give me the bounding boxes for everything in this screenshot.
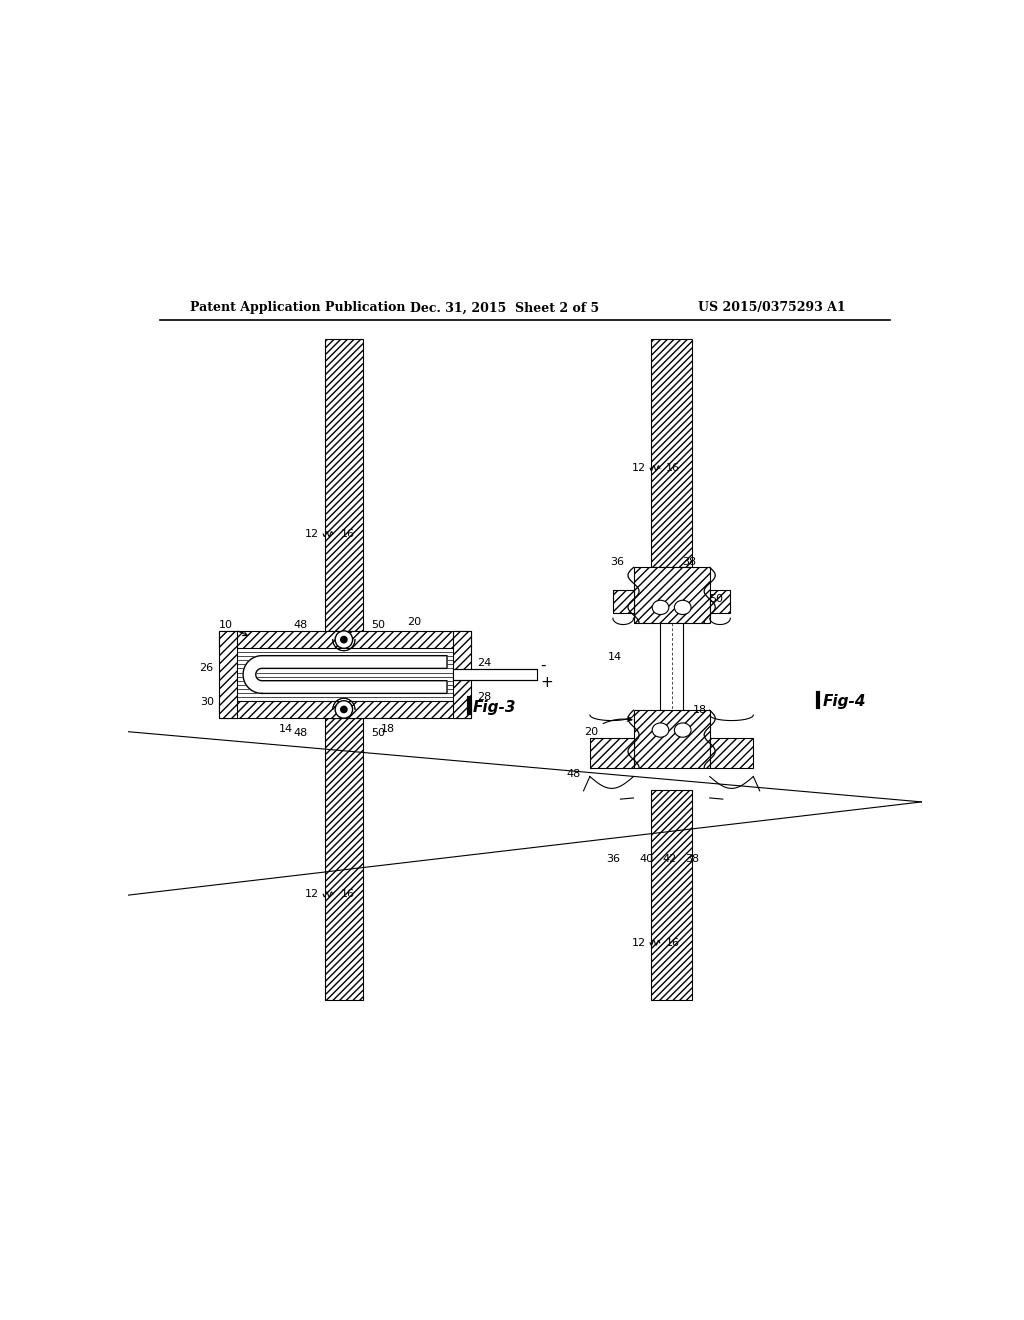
Bar xyxy=(454,669,537,680)
Text: 14: 14 xyxy=(279,723,293,734)
Text: Fig-4: Fig-4 xyxy=(822,694,866,709)
Bar xyxy=(325,339,362,631)
Text: 42: 42 xyxy=(663,854,677,863)
Text: Patent Application Publication: Patent Application Publication xyxy=(189,301,406,314)
Text: US 2015/0375293 A1: US 2015/0375293 A1 xyxy=(697,301,846,314)
Text: 38: 38 xyxy=(685,854,699,863)
Ellipse shape xyxy=(675,723,691,738)
Text: 16: 16 xyxy=(666,937,680,948)
Ellipse shape xyxy=(652,723,669,738)
Text: 26: 26 xyxy=(200,663,214,673)
Text: 12: 12 xyxy=(304,890,318,899)
Text: 18: 18 xyxy=(380,723,394,734)
Bar xyxy=(454,631,471,718)
Bar xyxy=(634,568,710,623)
Text: +: + xyxy=(541,675,553,690)
Text: 12: 12 xyxy=(304,529,318,539)
Circle shape xyxy=(341,706,347,713)
Bar xyxy=(325,718,362,1001)
Polygon shape xyxy=(243,656,447,693)
Text: 38: 38 xyxy=(682,557,696,566)
Text: 50: 50 xyxy=(371,729,385,738)
Bar xyxy=(634,710,710,768)
Text: 10: 10 xyxy=(219,620,248,636)
Bar xyxy=(651,789,692,1001)
Text: 48: 48 xyxy=(293,620,307,631)
Bar xyxy=(710,738,754,768)
Bar xyxy=(219,701,471,718)
Text: -: - xyxy=(541,657,546,672)
Text: 20: 20 xyxy=(584,717,632,737)
Circle shape xyxy=(341,636,347,643)
Bar xyxy=(651,339,692,568)
Bar xyxy=(219,631,471,648)
Text: 16: 16 xyxy=(666,463,680,473)
Text: 36: 36 xyxy=(610,557,624,566)
Bar xyxy=(219,631,237,718)
Text: Dec. 31, 2015  Sheet 2 of 5: Dec. 31, 2015 Sheet 2 of 5 xyxy=(410,301,599,314)
Text: 50: 50 xyxy=(709,594,723,605)
Text: 48: 48 xyxy=(566,768,581,779)
Text: 12: 12 xyxy=(632,463,646,473)
Text: 20: 20 xyxy=(408,618,422,627)
Text: 16: 16 xyxy=(341,890,354,899)
Text: 30: 30 xyxy=(200,697,214,708)
Bar xyxy=(590,738,634,768)
Ellipse shape xyxy=(675,601,691,615)
Circle shape xyxy=(335,631,352,648)
Text: 14: 14 xyxy=(607,652,622,663)
Text: 50: 50 xyxy=(371,620,385,631)
Text: 48: 48 xyxy=(293,729,307,738)
Text: 18: 18 xyxy=(693,705,708,715)
Text: 36: 36 xyxy=(606,854,620,863)
Ellipse shape xyxy=(652,601,669,615)
Text: Fig-3: Fig-3 xyxy=(472,701,516,715)
Text: 24: 24 xyxy=(477,657,492,668)
Text: 40: 40 xyxy=(639,854,653,863)
Text: 16: 16 xyxy=(341,529,354,539)
Circle shape xyxy=(335,701,352,718)
Text: 12: 12 xyxy=(632,937,646,948)
Bar xyxy=(613,590,634,612)
Bar xyxy=(710,590,730,612)
Text: 28: 28 xyxy=(477,692,492,702)
